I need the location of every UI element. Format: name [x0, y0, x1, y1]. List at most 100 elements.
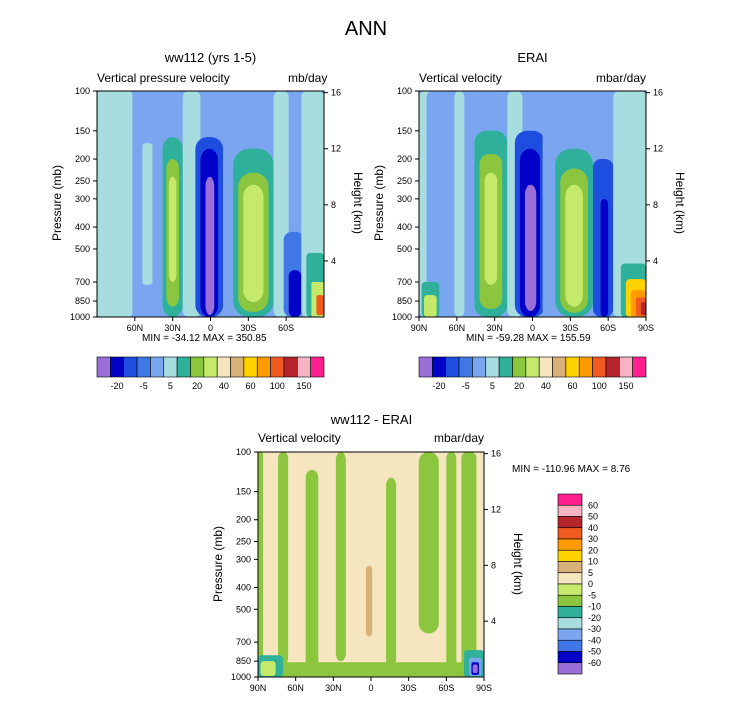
- panel1-colorbar-box: [256, 356, 271, 378]
- panel3-colorbar-box: [557, 651, 583, 664]
- panel1-y-tick-label: 500: [75, 244, 90, 254]
- panel3-y-tick-label: 150: [236, 487, 251, 497]
- panel1-colorbar-label: 60: [246, 381, 256, 391]
- panel2-y-tick-label: 1000: [392, 312, 412, 322]
- panel3-colorbar-label: -50: [588, 647, 601, 657]
- panel3-contour-region: [365, 565, 373, 637]
- panel2-y2-tick-label: 16: [653, 88, 663, 98]
- panel3-contour-region: [446, 452, 457, 677]
- panel3-colorbar-label: 50: [588, 512, 598, 522]
- panel1-colorbar-label: 20: [192, 381, 202, 391]
- panel2-colorbar-box: [418, 356, 433, 378]
- panel2-colorbar-box: [445, 356, 460, 378]
- panel1-variable-label: Vertical pressure velocity: [97, 71, 230, 85]
- panel3-colorbar: [557, 493, 583, 675]
- panel3-colorbar-box: [557, 493, 583, 506]
- panel3-y2-tick-label: 12: [491, 504, 501, 514]
- panel1-colorbar-box: [190, 356, 205, 378]
- panel2-colorbar-box: [592, 356, 607, 378]
- panel1-contour-region: [243, 184, 264, 303]
- panel2-colorbar-box: [472, 356, 487, 378]
- panel3-x-tick-label: 90S: [476, 683, 492, 693]
- panel3-colorbar-box: [557, 572, 583, 585]
- panel1-y-tick-label: 700: [75, 277, 90, 287]
- panel1-colorbar-box: [230, 356, 245, 378]
- panel1-y2-tick-label: 8: [331, 200, 336, 210]
- panel2-colorbar-box: [578, 356, 593, 378]
- panel2-title: ERAI: [517, 50, 548, 65]
- panel1-x-tick-label: 0: [208, 323, 213, 333]
- panel2-y-tick-label: 300: [397, 194, 412, 204]
- panel1-y2-tick-label: 16: [331, 88, 341, 98]
- panel3-x-tick-label: 60S: [438, 683, 454, 693]
- panel2-colorbar-label: -5: [462, 381, 470, 391]
- panel2-contour-region: [640, 302, 646, 316]
- panel2-x-tick-label: 90S: [638, 323, 654, 333]
- panel3-contour-region: [305, 469, 319, 674]
- panel1-y2-tick-label: 4: [331, 256, 336, 266]
- panel3-contour-region: [418, 452, 439, 634]
- panel3-y-tick-label: 250: [236, 537, 251, 547]
- panel3-units-label: mbar/day: [434, 431, 485, 445]
- panel3-colorbar-label: 10: [588, 557, 598, 567]
- panel2-contour-region: [454, 91, 465, 317]
- panel3-x-tick-label: 90N: [250, 683, 267, 693]
- panel2-colorbar-label: -20: [433, 381, 446, 391]
- panel3-y2-tick-label: 8: [491, 560, 496, 570]
- panel2-y2-tick-label: 4: [653, 256, 658, 266]
- panel3-x-tick-label: 30S: [401, 683, 417, 693]
- panel3-contour-region: [260, 661, 276, 677]
- panel1-x-tick-label: 30N: [164, 323, 181, 333]
- panel2-y2-tick-label: 8: [653, 200, 658, 210]
- panel3-colorbar-label: 20: [588, 545, 598, 555]
- panel3-colorbar-box: [557, 516, 583, 529]
- panel2-contour-region: [484, 172, 498, 285]
- panel1-contour-region: [316, 295, 324, 316]
- panel3-colorbar-label: -20: [588, 613, 601, 623]
- panel3-colorbar-box: [557, 583, 583, 596]
- panel2-colorbar-box: [552, 356, 567, 378]
- panel1-contour-region: [168, 176, 177, 282]
- panel3-contour-region: [461, 452, 477, 677]
- panel3-y-axis-label: Pressure (mb): [211, 526, 225, 603]
- panel3-field: [258, 452, 484, 677]
- panel2-contour-region: [424, 295, 437, 317]
- panel3-x-tick-label: 60N: [287, 683, 304, 693]
- panel3-colorbar-label: 60: [588, 500, 598, 510]
- panel2-colorbar-label: 100: [592, 381, 607, 391]
- panel1-axes: [93, 90, 328, 321]
- panel2-colorbar-box: [498, 356, 513, 378]
- panel3-colorbar-label: -10: [588, 602, 601, 612]
- panel1-y-tick-label: 300: [75, 194, 90, 204]
- panel3-y-tick-label: 1000: [231, 672, 251, 682]
- panel1-colorbar-label: 150: [296, 381, 311, 391]
- panel2-y-tick-label: 500: [397, 244, 412, 254]
- panel3-y-tick-label: 850: [236, 656, 251, 666]
- panel3-colorbar-label: 5: [588, 568, 593, 578]
- panel3-contour-region: [278, 452, 289, 665]
- panel3-y2-tick-label: 16: [491, 449, 501, 459]
- panel3-contour-region: [335, 452, 346, 662]
- panel1-colorbar-box: [110, 356, 125, 378]
- panel2-colorbar-label: 150: [618, 381, 633, 391]
- panel2-y-tick-label: 700: [397, 277, 412, 287]
- panel2-x-tick-label: 30S: [562, 323, 578, 333]
- panel1-colorbar-box: [150, 356, 165, 378]
- panel1-field: [97, 91, 324, 317]
- panel1-colorbar-box: [176, 356, 191, 378]
- panel1-y2-axis-label: Height (km): [351, 171, 365, 234]
- panel3-colorbar-box: [557, 606, 583, 619]
- panel3-colorbar-box: [557, 549, 583, 562]
- panel2-y-axis-label: Pressure (mb): [372, 165, 386, 242]
- panel3-colorbar-box: [557, 617, 583, 630]
- panel1-colorbar-label: -20: [111, 381, 124, 391]
- panel3-y-tick-label: 500: [236, 604, 251, 614]
- panel3-colorbar-box: [557, 527, 583, 540]
- panel3-contour-region: [258, 662, 484, 677]
- panel1-x-tick-label: 60S: [278, 323, 294, 333]
- panel3-minmax: MIN = -110.96 MAX = 8.76: [512, 464, 631, 475]
- panel1-contour-region: [142, 143, 153, 285]
- panel2-contour-region: [565, 184, 583, 307]
- panel2-x-tick-label: 60N: [449, 323, 466, 333]
- panel3-colorbar-box: [557, 628, 583, 641]
